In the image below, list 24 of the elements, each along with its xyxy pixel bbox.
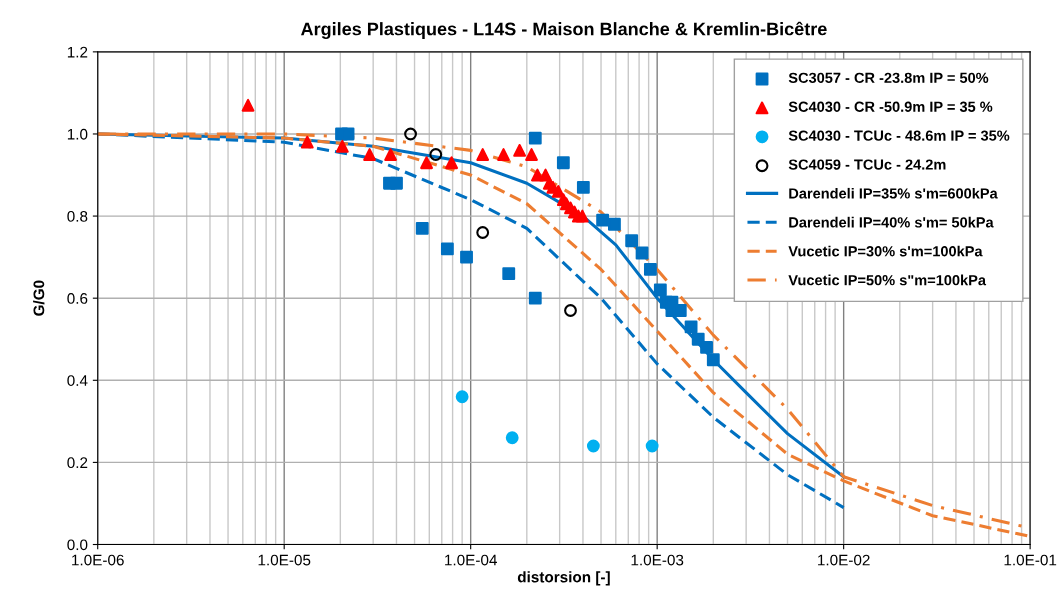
y-tick-label: 1.2 [67,46,88,58]
x-tick-label: 1.0E-04 [445,554,497,566]
x-tick-label: 1.0E-05 [258,554,311,566]
y-tick-label: 1.0 [67,128,88,140]
y-tick-label: 0.0 [67,539,88,551]
y-axis-title: G/G0 [33,280,45,316]
legend-label: Darendeli IP=35% s'm=600kPa [789,187,998,199]
legend-label: Darendeli IP=40% s'm= 50kPa [789,216,994,228]
legend-label: Vucetic IP=50% s"m=100kPa [788,274,987,286]
x-tick-label: 1.0E-06 [72,554,124,566]
x-tick-label: 1.0E-02 [818,554,870,566]
y-tick-label: 0.2 [67,457,88,469]
y-tick-label: 0.4 [67,375,88,386]
x-tick-label: 1.0E-03 [631,554,684,566]
chart-title: Argiles Plastiques - L14S - Maison Blanche & Kremlin-Bicêtre [301,21,827,40]
x-tick-label: 1.0E-01 [1004,554,1057,566]
legend-label: SC4059 - TCUc - 24.2m [788,159,946,170]
legend-label: SC3057 - CR -23.8m IP = 50% [788,72,989,84]
legend-label: SC4030 - TCUc - 48.6m IP = 35% [788,130,1010,141]
y-tick-label: 0.8 [67,210,88,222]
x-axis-title: distorsion [-] [517,571,610,586]
y-tick-label: 0.6 [67,293,88,304]
legend-label: Vucetic IP=30% s'm=100kPa [788,245,983,257]
legend-label: SC4030 - CR -50.9m IP = 35 % [788,101,993,112]
